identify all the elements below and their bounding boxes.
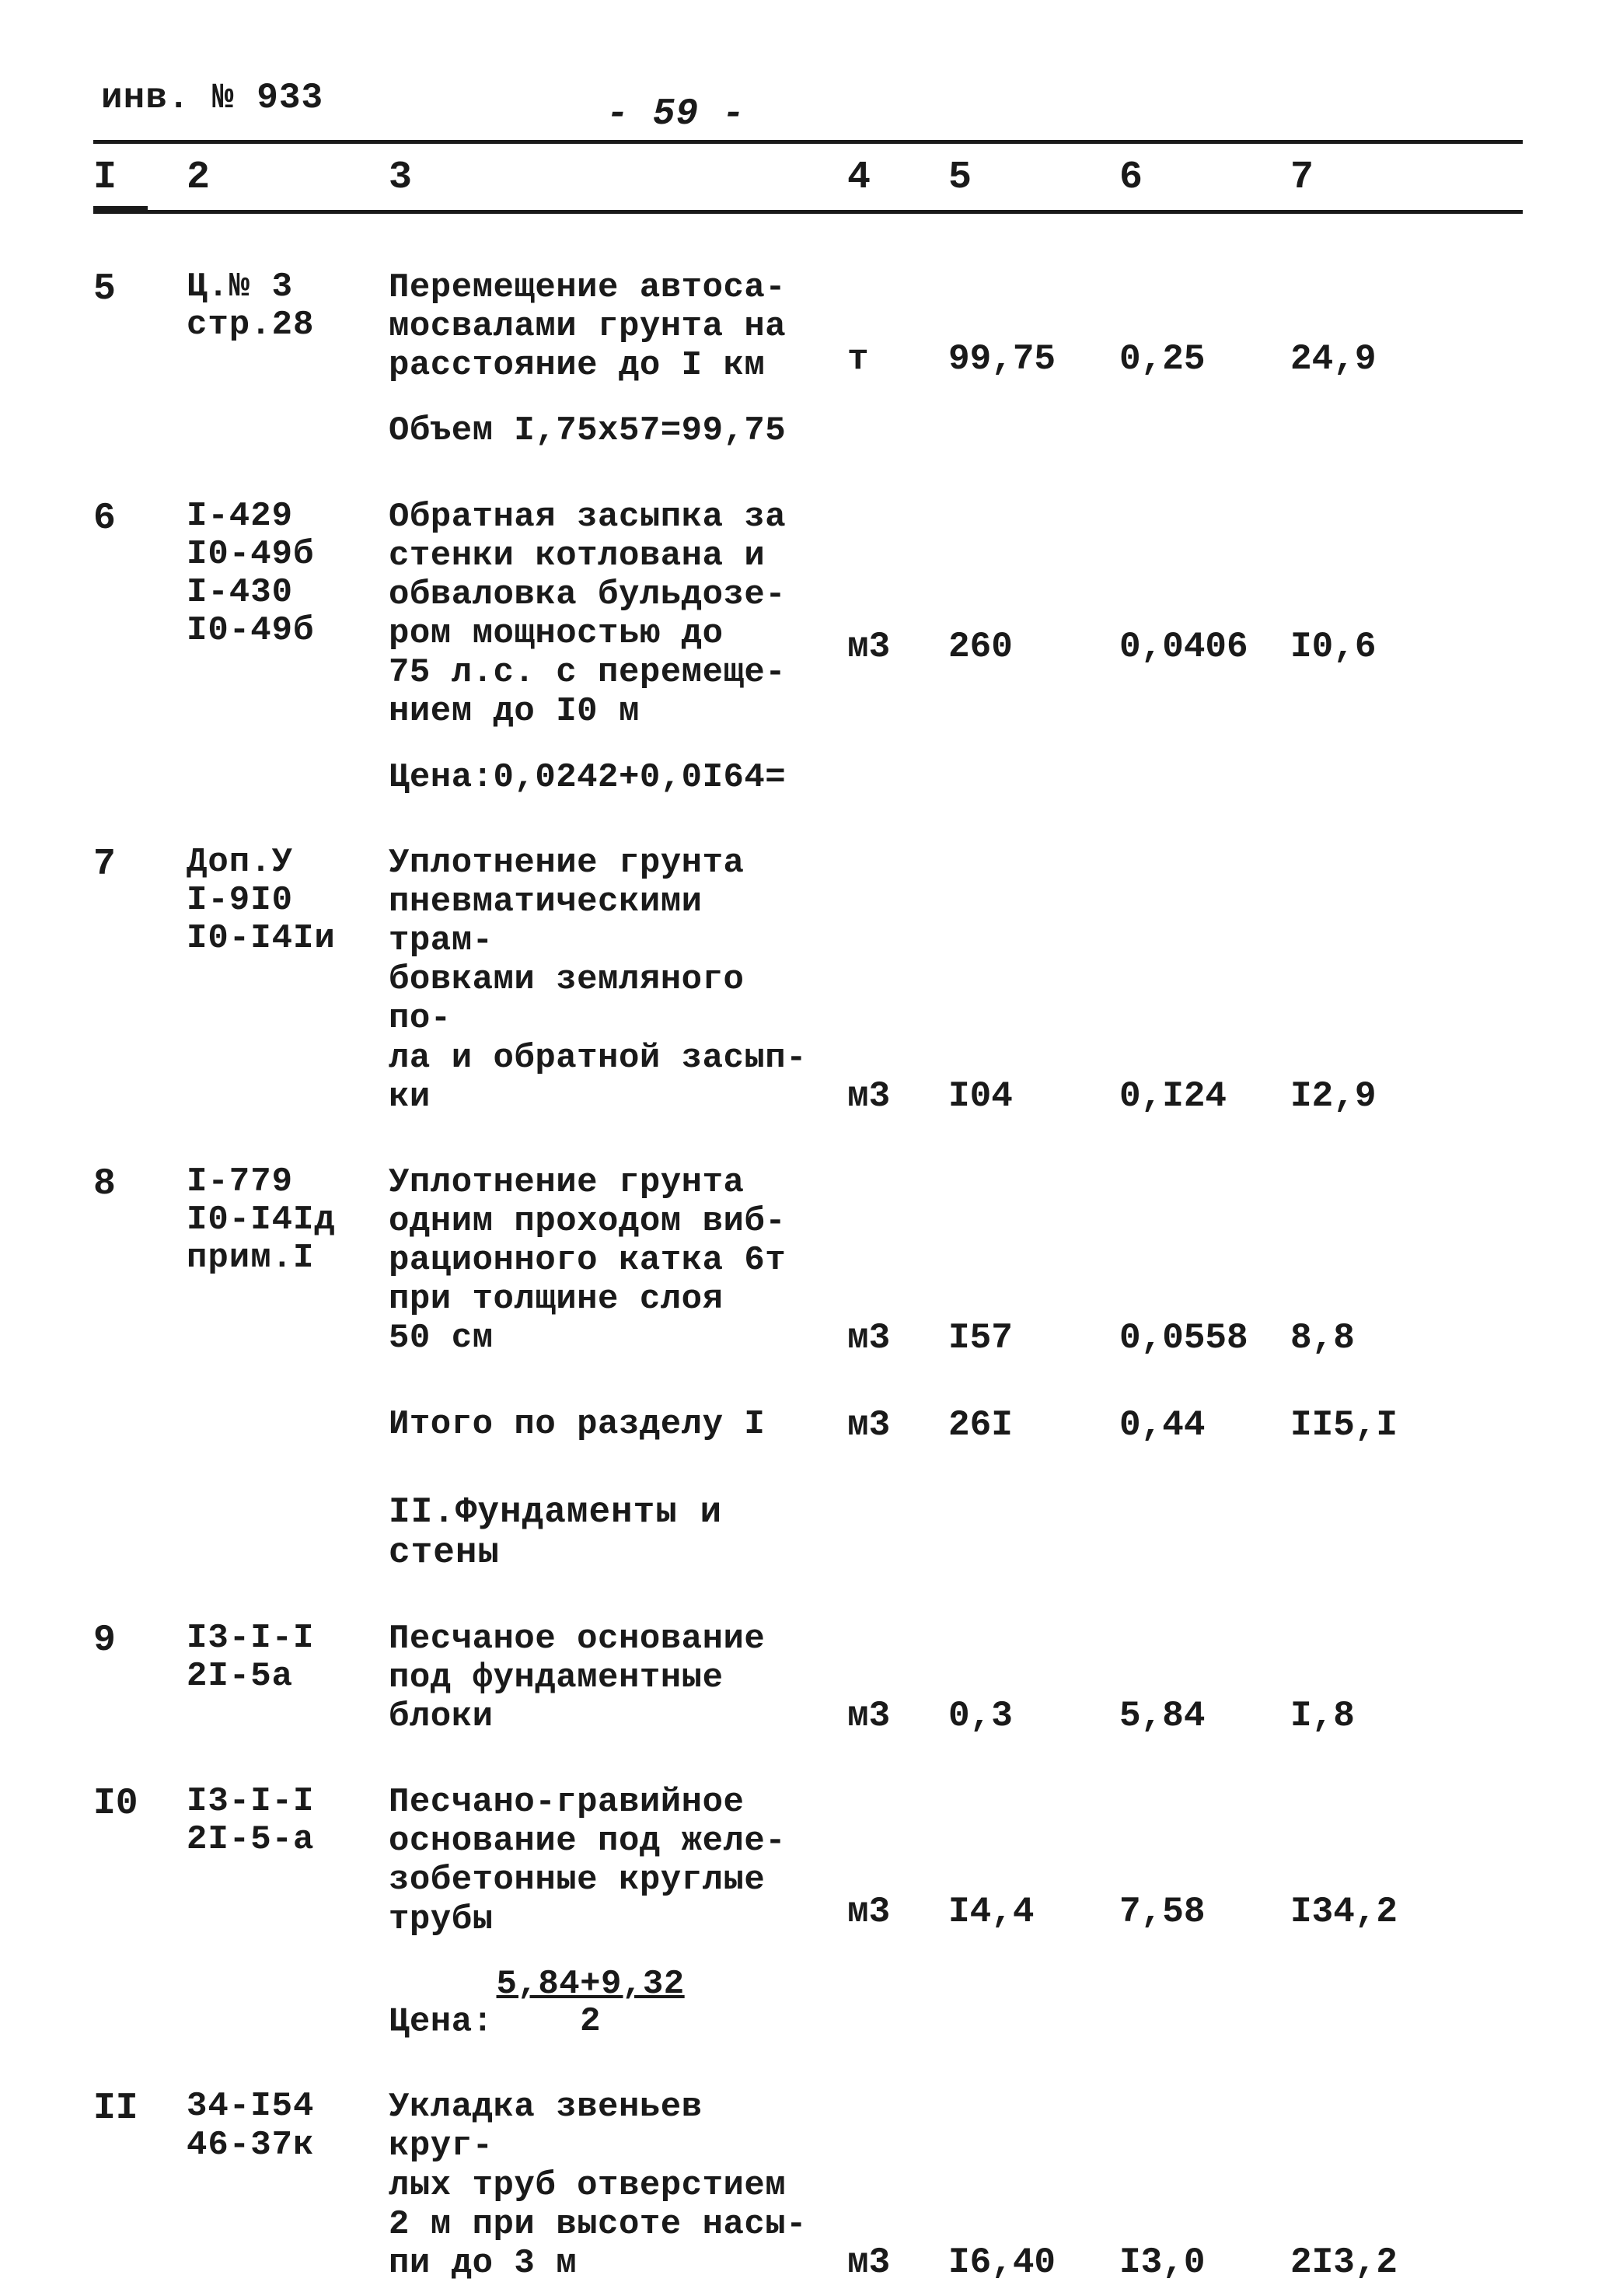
row-price: 7,58 <box>1119 1736 1290 2041</box>
page-header: инв. № 933 - 59 - <box>93 70 1523 156</box>
table-row: II 34-I5446-37к Укладка звеньев круг-лых… <box>93 2041 1523 2283</box>
row-description: Песчаное основаниепод фундаментныеблоки <box>389 1620 847 1736</box>
row-subnote: Объем I,75x57=99,75 <box>389 411 847 450</box>
row-description: Уплотнение грунтаодним проходом виб-раци… <box>389 1163 847 1358</box>
row-number: 6 <box>93 451 187 797</box>
col-5-header: 5 <box>948 156 1119 212</box>
row-description: Песчано-гравийноеоснование под желе-зобе… <box>389 1783 847 1939</box>
row-unit: м3 <box>847 1736 948 2041</box>
col-1-header: I <box>93 156 187 212</box>
row-unit: м3 <box>847 2041 948 2283</box>
row-subnote: Цена:5,84+9,322 <box>389 1966 847 2042</box>
row-quantity: I4,4 <box>948 1736 1119 2041</box>
row-unit: т <box>847 212 948 451</box>
subtotal-unit: м3 <box>847 1358 948 1445</box>
table-row: 5 Ц.№ 3стр.28 Перемещение автоса-мосвала… <box>93 212 1523 451</box>
column-header-row: I 2 3 4 5 6 7 <box>93 156 1523 212</box>
subtotal-label: Итого по разделу I <box>389 1358 847 1445</box>
row-quantity: 99,75 <box>948 212 1119 451</box>
row-description: Укладка звеньев круг-лых труб отверстием… <box>389 2088 847 2283</box>
row-total: I0,6 <box>1290 451 1523 797</box>
row-quantity: 0,3 <box>948 1573 1119 1736</box>
table-row: 8 I-779I0-I4Iдприм.I Уплотнение грунтаод… <box>93 1117 1523 1358</box>
row-total: I34,2 <box>1290 1736 1523 2041</box>
row-reference: I3-I-I2I-5а <box>187 1573 389 1736</box>
fraction-top: 5,84+9,32 <box>494 1965 688 2004</box>
subtotal-row: Итого по разделу I м3 26I 0,44 II5,I <box>93 1358 1523 1445</box>
page-number: - 59 - <box>606 93 745 135</box>
row-description: Перемещение автоса-мосвалами грунта нара… <box>389 268 847 385</box>
row-number: 7 <box>93 797 187 1117</box>
row-quantity: I6,40 <box>948 2041 1119 2283</box>
row-number: 8 <box>93 1117 187 1358</box>
table-row: 7 Доп.УI-9I0I0-I4Iи Уплотнение грунтапне… <box>93 797 1523 1117</box>
row-reference: I3-I-I2I-5-а <box>187 1736 389 2041</box>
row-unit: м3 <box>847 1573 948 1736</box>
row-unit: м3 <box>847 1117 948 1358</box>
row-quantity: 260 <box>948 451 1119 797</box>
short-rule <box>93 206 148 210</box>
row-price: 0,I24 <box>1119 797 1290 1117</box>
col-label: I <box>93 156 117 200</box>
row-number: 9 <box>93 1573 187 1736</box>
subtotal-quantity: 26I <box>948 1358 1119 1445</box>
row-price: 0,0406 <box>1119 451 1290 797</box>
inventory-number: инв. № 933 <box>101 78 323 118</box>
row-description: Уплотнение грунтапневматическими трам-бо… <box>389 844 847 1117</box>
price-label: Цена: <box>389 2002 494 2041</box>
row-number: I0 <box>93 1736 187 2041</box>
row-price: 0,25 <box>1119 212 1290 451</box>
section-heading-row: II.Фундаменты и стены <box>93 1445 1523 1573</box>
row-total: I,8 <box>1290 1573 1523 1736</box>
row-subnote: Цена:0,0242+0,0I64= <box>389 758 847 797</box>
row-total: 24,9 <box>1290 212 1523 451</box>
col-6-header: 6 <box>1119 156 1290 212</box>
row-total: I2,9 <box>1290 797 1523 1117</box>
col-7-header: 7 <box>1290 156 1523 212</box>
row-quantity: I04 <box>948 797 1119 1117</box>
row-price: 0,0558 <box>1119 1117 1290 1358</box>
header-rule <box>93 140 1523 144</box>
row-reference: Ц.№ 3стр.28 <box>187 212 389 451</box>
row-number: 5 <box>93 212 187 451</box>
table-row: 9 I3-I-I2I-5а Песчаное основаниепод фунд… <box>93 1573 1523 1736</box>
table-row: 6 I-429I0-49бI-430I0-49б Обратная засыпк… <box>93 451 1523 797</box>
col-label: 3 <box>389 156 412 200</box>
price-fraction: 5,84+9,322 <box>494 1966 688 2041</box>
row-reference: I-779I0-I4Iдприм.I <box>187 1117 389 1358</box>
estimate-table: I 2 3 4 5 6 7 5 Ц.№ 3стр.28 Перемещение … <box>93 156 1523 2283</box>
row-description: Обратная засыпка застенки котлована иобв… <box>389 498 847 732</box>
row-price: I3,0 <box>1119 2041 1290 2283</box>
table-row: I0 I3-I-I2I-5-а Песчано-гравийноеоснован… <box>93 1736 1523 2041</box>
row-unit: м3 <box>847 797 948 1117</box>
subtotal-total: II5,I <box>1290 1358 1523 1445</box>
row-reference: I-429I0-49бI-430I0-49б <box>187 451 389 797</box>
row-quantity: I57 <box>948 1117 1119 1358</box>
document-page: инв. № 933 - 59 - I 2 3 4 5 6 7 <box>0 0 1616 2296</box>
col-3-header: 3 <box>389 156 847 212</box>
row-total: 2I3,2 <box>1290 2041 1523 2283</box>
subtotal-price: 0,44 <box>1119 1358 1290 1445</box>
section-2-title: II.Фундаменты и стены <box>389 1445 847 1573</box>
col-2-header: 2 <box>187 156 389 212</box>
row-reference: Доп.УI-9I0I0-I4Iи <box>187 797 389 1117</box>
row-reference: 34-I5446-37к <box>187 2041 389 2283</box>
fraction-bottom: 2 <box>494 2003 688 2040</box>
row-number: II <box>93 2041 187 2283</box>
row-unit: м3 <box>847 451 948 797</box>
row-price: 5,84 <box>1119 1573 1290 1736</box>
col-4-header: 4 <box>847 156 948 212</box>
row-total: 8,8 <box>1290 1117 1523 1358</box>
